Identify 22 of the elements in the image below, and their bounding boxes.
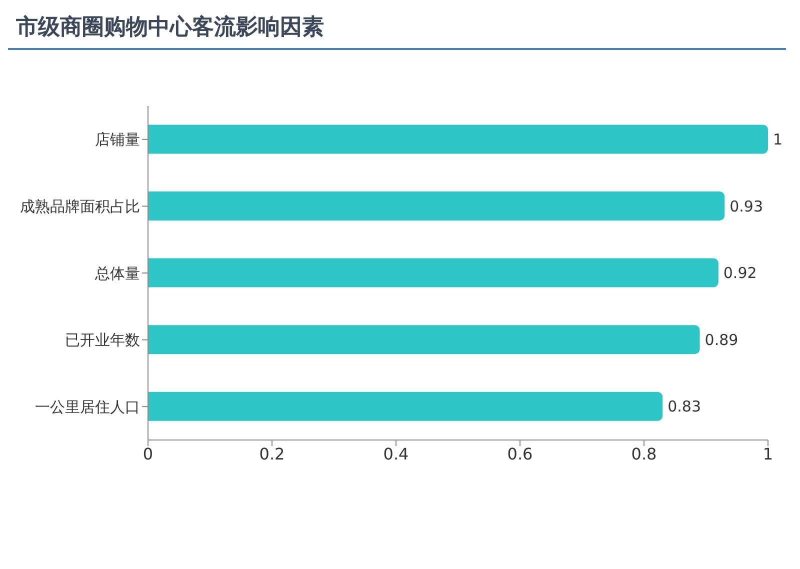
y-tick-label: 一公里居住人口 [35,398,140,416]
data-label: 0.92 [723,264,757,282]
x-tick-label: 1 [762,444,774,464]
bar [148,325,700,354]
x-tick-label: 0.2 [259,444,285,464]
x-tick-label: 0.4 [383,444,409,464]
x-tick-label: 0.6 [507,444,533,464]
bar [148,192,725,221]
data-label: 0.89 [704,330,738,349]
y-tick-label: 总体量 [94,264,140,282]
data-label: 1 [773,130,783,149]
chart-title: 市级商圈购物中心客流影响因素 [8,8,786,50]
bar [148,392,663,421]
bar [148,258,718,288]
data-label: 0.93 [730,197,764,216]
y-tick-label: 已开业年数 [65,331,140,350]
x-tick-label: 0.8 [631,444,657,464]
data-label: 0.83 [668,398,702,416]
x-tick-label: 0 [142,444,154,464]
y-tick-label: 店铺量 [95,130,140,149]
bar [148,124,768,154]
y-tick-label: 成熟品牌面积占比 [20,198,140,216]
